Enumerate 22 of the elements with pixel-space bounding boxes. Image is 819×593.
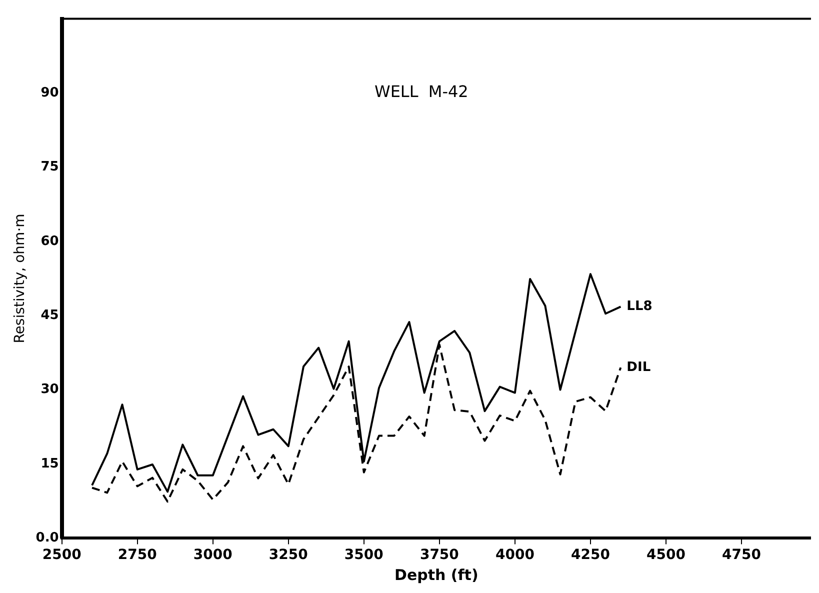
x-axis-title: Depth (ft) <box>394 566 478 584</box>
y-tick-label: 0.0 <box>36 530 59 546</box>
y-axis-title: Resistivity, ohm·m <box>12 214 28 344</box>
x-tick-label: 3000 <box>193 547 233 564</box>
x-tick-label: 4000 <box>495 547 535 564</box>
x-tick-label: 3750 <box>420 547 460 564</box>
series-label: LL8 <box>626 299 652 314</box>
y-tick-label: 90 <box>40 85 59 100</box>
x-tick-label: 4500 <box>646 547 686 564</box>
x-tick-label: 3500 <box>344 547 384 564</box>
y-tick-label: 60 <box>40 234 59 249</box>
series-label: DIL <box>626 360 651 375</box>
x-tick-label: 4250 <box>570 547 610 564</box>
y-tick-label: 15 <box>40 456 59 472</box>
y-tick-label: 75 <box>40 160 59 175</box>
text: WELL M-42 <box>374 82 468 102</box>
x-tick-label: 4750 <box>722 547 762 564</box>
x-tick-label: 2500 <box>42 547 82 564</box>
x-tick-label: 3250 <box>268 547 308 564</box>
x-tick-label: 2750 <box>118 547 158 564</box>
y-tick-label: 45 <box>40 308 59 323</box>
y-tick-label: 30 <box>40 382 59 398</box>
